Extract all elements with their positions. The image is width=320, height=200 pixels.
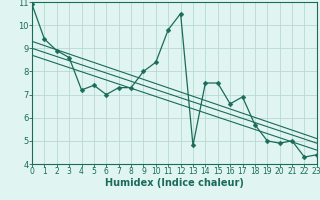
- X-axis label: Humidex (Indice chaleur): Humidex (Indice chaleur): [105, 178, 244, 188]
